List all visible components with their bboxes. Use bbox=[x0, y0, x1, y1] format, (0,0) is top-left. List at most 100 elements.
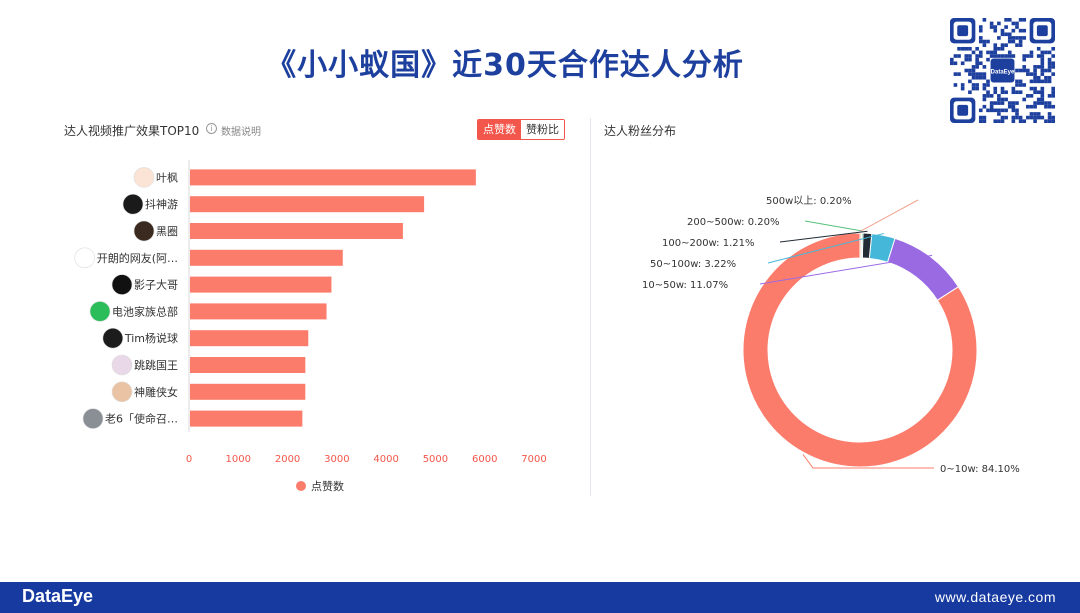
qr-module bbox=[993, 108, 998, 113]
qr-module bbox=[993, 50, 998, 55]
qr-module bbox=[1029, 50, 1034, 55]
qr-module bbox=[1000, 54, 1005, 58]
qr-module bbox=[1036, 79, 1041, 84]
avatar bbox=[133, 167, 155, 188]
qr-module bbox=[1044, 79, 1048, 84]
qr-module bbox=[1040, 61, 1045, 66]
qr-module bbox=[997, 54, 1001, 58]
qr-module bbox=[1029, 94, 1034, 98]
qr-module bbox=[1011, 54, 1016, 58]
qr-module bbox=[993, 86, 998, 91]
qr-module bbox=[1000, 97, 1005, 102]
avatar bbox=[111, 274, 133, 295]
qr-module bbox=[1051, 72, 1055, 76]
pie-slice bbox=[742, 232, 978, 468]
qr-module bbox=[993, 101, 998, 105]
bar bbox=[190, 303, 327, 320]
qr-module bbox=[950, 61, 954, 66]
leader-line bbox=[802, 454, 934, 469]
qr-module bbox=[978, 36, 983, 40]
qr-module bbox=[971, 68, 976, 73]
qr-module bbox=[978, 72, 983, 76]
qr-module bbox=[986, 83, 990, 87]
footer-url[interactable]: www.dataeye.com bbox=[934, 589, 1056, 605]
qr-module bbox=[1029, 72, 1034, 76]
qr-module bbox=[1015, 108, 1019, 113]
category-label: 开朗的网友(阿… bbox=[97, 251, 178, 265]
qr-module bbox=[975, 65, 979, 69]
qr-module bbox=[1036, 65, 1041, 69]
slice-label: 100~200w: 1.21% bbox=[662, 238, 755, 249]
x-tick-label: 4000 bbox=[373, 454, 398, 465]
category-label: 抖神游 bbox=[145, 197, 178, 211]
qr-module bbox=[989, 50, 994, 55]
qr-module bbox=[993, 54, 998, 58]
qr-module bbox=[1011, 90, 1016, 95]
qr-module bbox=[997, 94, 1001, 98]
qr-module bbox=[1033, 65, 1037, 69]
qr-finder-core bbox=[957, 25, 969, 37]
qr-module bbox=[1033, 104, 1037, 109]
toggle-likes[interactable]: 点赞数 bbox=[478, 120, 521, 139]
qr-module bbox=[1033, 115, 1037, 120]
category-label: Tim杨说球 bbox=[124, 331, 178, 345]
qr-module bbox=[1051, 115, 1055, 120]
qr-module bbox=[1015, 115, 1019, 120]
category-label: 叶枫 bbox=[156, 170, 178, 184]
qr-module bbox=[1047, 65, 1052, 69]
x-tick-label: 2000 bbox=[275, 454, 300, 465]
qr-module bbox=[1004, 43, 1008, 47]
qr-module bbox=[1033, 119, 1037, 123]
qr-module bbox=[986, 39, 990, 44]
qr-module bbox=[1015, 112, 1019, 116]
qr-module bbox=[989, 54, 994, 58]
qr-module bbox=[1036, 112, 1041, 116]
data-description-link[interactable]: 数据说明 bbox=[221, 127, 261, 138]
qr-module bbox=[989, 21, 994, 26]
info-icon[interactable]: i bbox=[206, 123, 217, 134]
qr-module bbox=[1047, 68, 1052, 73]
qr-module bbox=[1007, 18, 1012, 22]
qr-module bbox=[953, 54, 958, 58]
toggle-like-fan-ratio[interactable]: 赞粉比 bbox=[521, 120, 564, 139]
qr-module bbox=[1033, 112, 1037, 116]
qr-module bbox=[1051, 119, 1055, 123]
qr-module bbox=[1051, 46, 1055, 51]
qr-module bbox=[1004, 25, 1008, 29]
qr-module bbox=[1022, 119, 1027, 123]
qr-module bbox=[1011, 119, 1016, 123]
qr-module bbox=[993, 90, 998, 95]
qr-module bbox=[989, 108, 994, 113]
qr-module bbox=[1011, 104, 1016, 109]
qr-module bbox=[1040, 65, 1045, 69]
qr-finder-core bbox=[957, 104, 969, 116]
qr-module bbox=[1040, 79, 1045, 84]
qr-module bbox=[1040, 57, 1045, 62]
leader-line bbox=[804, 220, 863, 232]
qr-module bbox=[1036, 101, 1041, 105]
qr-module bbox=[1033, 86, 1037, 91]
qr-module bbox=[1004, 115, 1008, 120]
leader-line bbox=[860, 199, 919, 232]
x-tick-label: 5000 bbox=[423, 454, 448, 465]
qr-module bbox=[982, 65, 987, 69]
qr-module bbox=[1051, 54, 1055, 58]
qr-module bbox=[1015, 101, 1019, 105]
bar bbox=[190, 383, 306, 400]
qr-module bbox=[1036, 54, 1041, 58]
qr-module bbox=[968, 72, 972, 76]
qr-module bbox=[1007, 101, 1012, 105]
qr-module bbox=[1004, 54, 1008, 58]
qr-module bbox=[982, 119, 987, 123]
qr-module bbox=[1015, 79, 1019, 84]
qr-module bbox=[1018, 39, 1023, 44]
category-label: 老6「使命召… bbox=[105, 412, 178, 426]
qr-module bbox=[997, 21, 1001, 26]
avatar bbox=[111, 354, 133, 376]
qr-module bbox=[1044, 75, 1048, 80]
qr-module bbox=[1018, 115, 1023, 120]
slice-label: 500w以上: 0.20% bbox=[766, 195, 852, 207]
pie-chart: 0~10w: 84.10% 10~50w: 11.07% 50~100w: 3.22… bbox=[642, 195, 1020, 475]
qr-module bbox=[997, 46, 1001, 51]
qr-module bbox=[982, 97, 987, 102]
